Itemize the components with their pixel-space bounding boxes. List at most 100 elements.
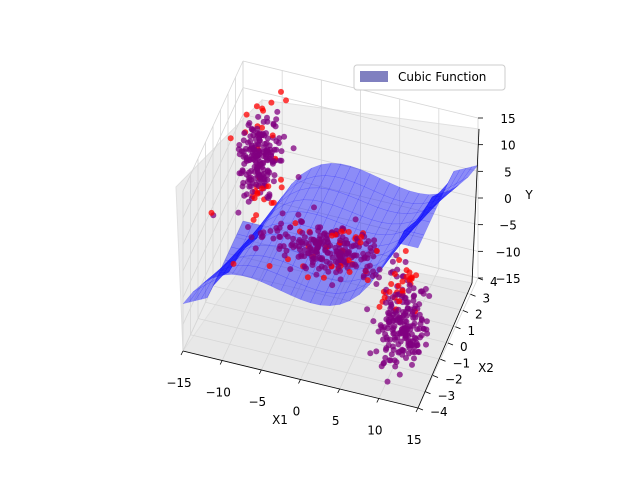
scatter-point [303, 265, 309, 272]
scatter-point [236, 151, 243, 158]
surface-patch [239, 237, 257, 252]
scatter-point [396, 257, 403, 263]
surface-patch [264, 201, 281, 221]
scatter-point [274, 108, 281, 115]
scatter-point [326, 260, 333, 267]
scatter-point [298, 239, 305, 246]
scatter-point [270, 120, 277, 127]
scatter-point [230, 260, 237, 267]
scatter-point [413, 342, 420, 349]
scatter-point [275, 140, 282, 146]
surface-patch [413, 219, 431, 236]
surface-patch [218, 259, 235, 272]
scatter-point [415, 348, 422, 355]
scatter-point [260, 174, 267, 181]
scatter-point [382, 346, 389, 353]
scatter-point [345, 228, 352, 235]
grid-line [227, 253, 464, 311]
scatter-point [271, 172, 278, 179]
tick-mark [337, 388, 341, 394]
surface-patch [234, 243, 251, 263]
surface-patch [371, 207, 388, 223]
scatter-point [403, 318, 410, 325]
surface-patch [367, 190, 385, 208]
scatter-point [338, 228, 345, 235]
scatter-point [337, 237, 344, 244]
scatter-point [241, 130, 248, 137]
surface-patch [293, 187, 310, 202]
surface-patch [302, 187, 320, 201]
surface-patch [214, 258, 231, 274]
surface-patch [419, 206, 437, 223]
surface-patch [261, 269, 278, 287]
surface-patch [247, 255, 264, 268]
scatter-point [388, 303, 395, 310]
scatter-point [315, 224, 321, 231]
z-tick-label: 10 [500, 139, 515, 153]
scatter-point [283, 97, 289, 104]
surface-patch [210, 263, 227, 283]
surface-patch [410, 209, 428, 223]
surface-patch [406, 215, 423, 237]
surface-patch [267, 258, 284, 275]
scatter-point [319, 255, 326, 262]
surface-patch [266, 196, 283, 220]
surface-patch [338, 178, 355, 196]
surface-patch [400, 212, 418, 225]
scatter-point [388, 351, 395, 358]
surface-patch [194, 281, 212, 302]
scatter-point [370, 268, 376, 275]
scatter-point [405, 340, 412, 347]
scatter-point [251, 195, 258, 202]
scatter-point [265, 183, 272, 190]
surface-patch [230, 233, 248, 250]
scatter-point [299, 229, 306, 236]
scatter-point [388, 281, 395, 287]
surface-patch [342, 195, 359, 213]
surface-patch [377, 194, 394, 211]
scatter-point [389, 258, 396, 265]
scatter-point [405, 287, 412, 294]
scatter-point [417, 320, 424, 327]
surface-patch [379, 233, 396, 247]
scatter-point [253, 212, 260, 219]
z-tick-label: −15 [495, 272, 520, 286]
scatter-point [295, 253, 302, 260]
scatter-point [239, 183, 246, 190]
surface-patch [403, 219, 421, 233]
scatter-point [420, 325, 427, 332]
scatter-point [357, 239, 364, 246]
grid-line [182, 114, 244, 245]
z-tick-label: 0 [504, 192, 512, 206]
tick-mark [417, 407, 424, 411]
scatter-point [252, 157, 259, 164]
scatter-point [254, 189, 261, 196]
y-tick-label: −4 [430, 405, 448, 419]
scatter-point [273, 116, 280, 123]
surface-patch [382, 239, 400, 255]
scatter-point [259, 105, 266, 112]
scatter-point [329, 254, 336, 261]
scatter-point [345, 257, 352, 264]
surface-patch [462, 164, 479, 181]
surface-patch [312, 187, 330, 203]
scatter-point [319, 240, 326, 247]
surface-patch [380, 248, 397, 268]
surface-patch [200, 278, 218, 300]
scatter-point [410, 322, 416, 329]
z-tick-label: −10 [495, 245, 520, 259]
surface-patch [310, 289, 327, 306]
scatter-point [352, 216, 359, 223]
scatter-point [269, 132, 276, 139]
surface-patch [287, 199, 304, 213]
scatter-point [270, 178, 277, 185]
surface-patch [390, 236, 407, 258]
scatter-point [392, 336, 399, 343]
surface-patch [339, 289, 356, 305]
scatter-point [257, 230, 264, 237]
surface-patch [410, 206, 427, 226]
scatter-point [268, 153, 275, 160]
scatter-point [373, 281, 380, 287]
scatter-point [320, 274, 327, 281]
surface-patch [270, 273, 288, 291]
